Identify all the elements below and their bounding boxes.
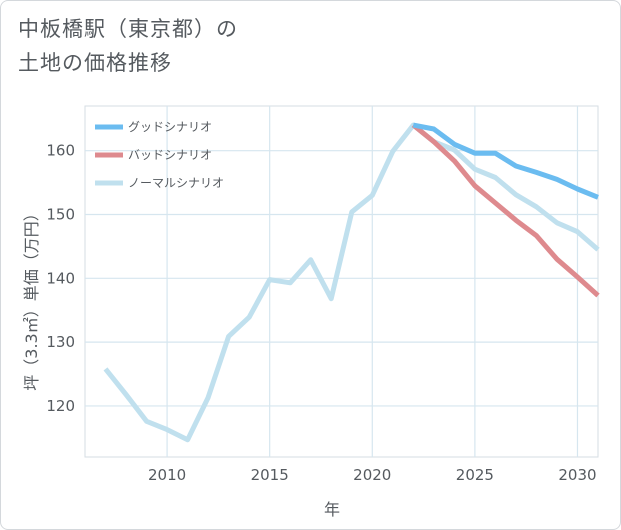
plot-frame (84, 105, 599, 458)
chart-title: 中板橋駅（東京都）の 土地の価格推移 (18, 12, 578, 80)
series-line-normal (103, 122, 600, 443)
x-axis-title: 年 (324, 500, 340, 519)
legend-label: グッドシナリオ (128, 120, 212, 134)
chart-title-line1: 中板橋駅（東京都）の (18, 17, 238, 41)
chart-title-line2: 土地の価格推移 (18, 51, 172, 75)
x-tick-label: 2015 (251, 466, 289, 484)
axes: 2010 2015 2020 2025 2030 120 130 140 150 160 (46, 142, 596, 484)
grid (84, 105, 599, 458)
legend-label: バッドシナリオ (128, 148, 212, 162)
y-tick-label: 150 (46, 205, 75, 223)
x-tick-label: 2030 (558, 466, 596, 484)
x-tick-label: 2010 (148, 466, 186, 484)
series-line-good (412, 122, 599, 200)
y-tick-label: 160 (46, 142, 75, 160)
legend-label: ノーマルシナリオ (128, 176, 224, 190)
x-tick-label: 2025 (456, 466, 494, 484)
y-axis-title: 坪（3.3㎡）単価（万円） (22, 205, 41, 390)
y-tick-label: 130 (46, 333, 75, 351)
series-layer (103, 122, 600, 443)
y-tick-label: 140 (46, 269, 75, 287)
series-line-bad (411, 123, 600, 298)
y-tick-label: 120 (46, 397, 75, 415)
x-tick-label: 2020 (353, 466, 391, 484)
